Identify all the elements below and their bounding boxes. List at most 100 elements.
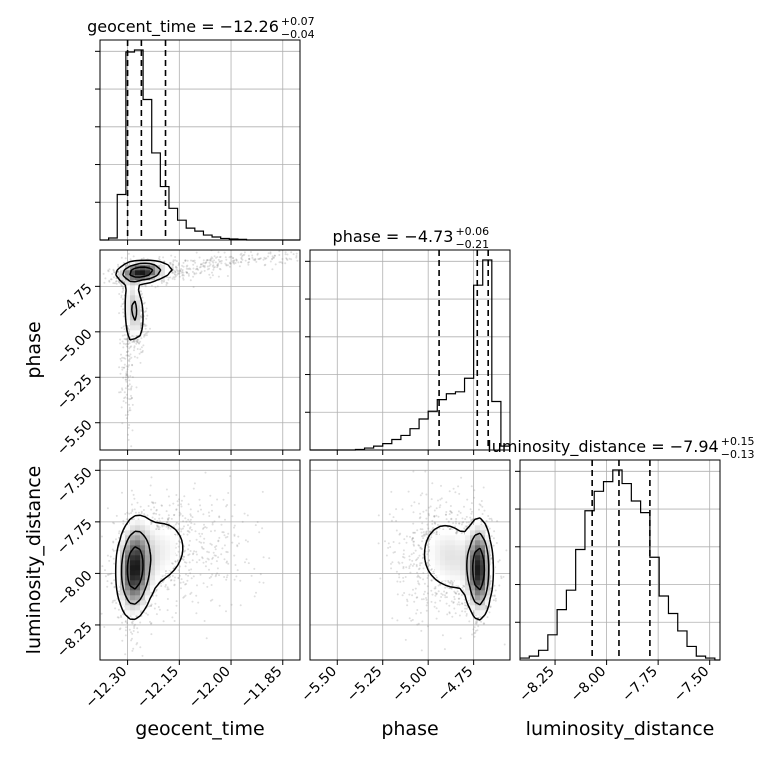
scatter-point: [420, 649, 423, 652]
scatter-point: [228, 261, 231, 264]
scatter-point: [136, 356, 139, 359]
scatter-point: [126, 511, 129, 514]
scatter-point: [420, 562, 423, 564]
density-cell: [160, 530, 166, 536]
scatter-point: [406, 600, 409, 603]
scatter-point: [443, 590, 446, 593]
scatter-point: [173, 513, 176, 516]
scatter-point: [166, 598, 169, 600]
density-cell: [145, 585, 151, 591]
density-cell: [135, 595, 141, 601]
scatter-point: [172, 567, 175, 570]
scatter-point: [133, 508, 136, 511]
scatter-point: [178, 527, 181, 530]
scatter-point: [172, 260, 175, 263]
density-cell: [140, 270, 146, 276]
density-cell: [130, 600, 136, 606]
scatter-point: [128, 200, 130, 202]
scatter-point: [178, 275, 181, 278]
scatter-point: [157, 525, 160, 528]
scatter-point: [107, 269, 110, 272]
scatter-point: [121, 298, 124, 301]
scatter-point: [144, 332, 147, 335]
scatter-point: [153, 512, 156, 515]
scatter-point: [174, 270, 177, 273]
scatter-point: [121, 422, 124, 425]
scatter-point: [250, 574, 253, 577]
scatter-point: [214, 548, 217, 551]
scatter-point: [278, 250, 281, 253]
scatter-point: [492, 599, 495, 602]
scatter-point: [415, 596, 418, 599]
scatter-point: [192, 275, 195, 278]
scatter-point: [207, 551, 210, 554]
scatter-point: [127, 376, 130, 379]
scatter-point: [235, 258, 238, 261]
scatter-point: [125, 342, 128, 345]
scatter-point: [164, 584, 167, 586]
scatter-point: [136, 642, 139, 644]
density-cell: [125, 530, 131, 536]
scatter-point: [210, 256, 213, 259]
scatter-point: [132, 647, 135, 650]
scatter-point: [133, 625, 136, 628]
scatter-point: [211, 556, 214, 559]
scatter-point: [412, 522, 415, 525]
scatter-point: [199, 573, 202, 576]
scatter-point: [223, 251, 226, 254]
scatter-point: [212, 266, 215, 269]
density-cell: [115, 560, 121, 566]
scatter-point: [315, 252, 317, 254]
scatter-point: [411, 539, 414, 541]
scatter-point: [152, 512, 155, 515]
scatter-point: [182, 558, 185, 561]
scatter-point: [183, 495, 186, 498]
scatter-point: [208, 273, 211, 276]
scatter-point: [406, 598, 408, 601]
density-cell: [145, 550, 151, 556]
scatter-point: [434, 594, 437, 597]
scatter-point: [189, 279, 192, 282]
scatter-point: [225, 550, 228, 553]
density-cell: [145, 565, 151, 571]
scatter-point: [119, 372, 122, 375]
scatter-point: [130, 445, 133, 448]
density-cell: [165, 550, 171, 556]
scatter-point: [434, 591, 437, 594]
scatter-point: [489, 606, 492, 609]
scatter-point: [142, 509, 145, 511]
scatter-point: [217, 262, 220, 265]
scatter-point: [182, 277, 185, 280]
scatter-point: [223, 544, 226, 547]
scatter-point: [160, 585, 163, 587]
scatter-point: [451, 584, 454, 587]
scatter-point: [127, 438, 130, 441]
scatter-point: [124, 653, 127, 656]
scatter-point: [181, 273, 184, 276]
scatter-point: [208, 261, 211, 264]
scatter-point: [169, 262, 172, 264]
scatter-point: [435, 617, 438, 620]
scatter-point: [125, 354, 128, 357]
scatter-point: [118, 281, 121, 284]
scatter-point: [452, 487, 455, 490]
scatter-point: [239, 261, 242, 263]
scatter-point: [131, 341, 134, 343]
scatter-point: [165, 525, 168, 528]
scatter-point: [186, 271, 189, 274]
scatter-point: [165, 281, 168, 284]
scatter-point: [183, 595, 186, 598]
scatter-point: [392, 516, 395, 519]
scatter-point: [448, 520, 451, 523]
scatter-point: [232, 261, 235, 264]
scatter-point: [206, 585, 209, 588]
scatter-point: [182, 271, 185, 274]
panel-scatter-geocent_time-luminosity_distance: [95, 459, 301, 665]
scatter-point: [125, 626, 128, 629]
scatter-point: [186, 533, 189, 536]
scatter-point: [130, 489, 133, 492]
scatter-point: [120, 353, 122, 356]
scatter-point: [186, 579, 189, 582]
density-cell: [135, 610, 141, 616]
scatter-point: [402, 567, 405, 570]
